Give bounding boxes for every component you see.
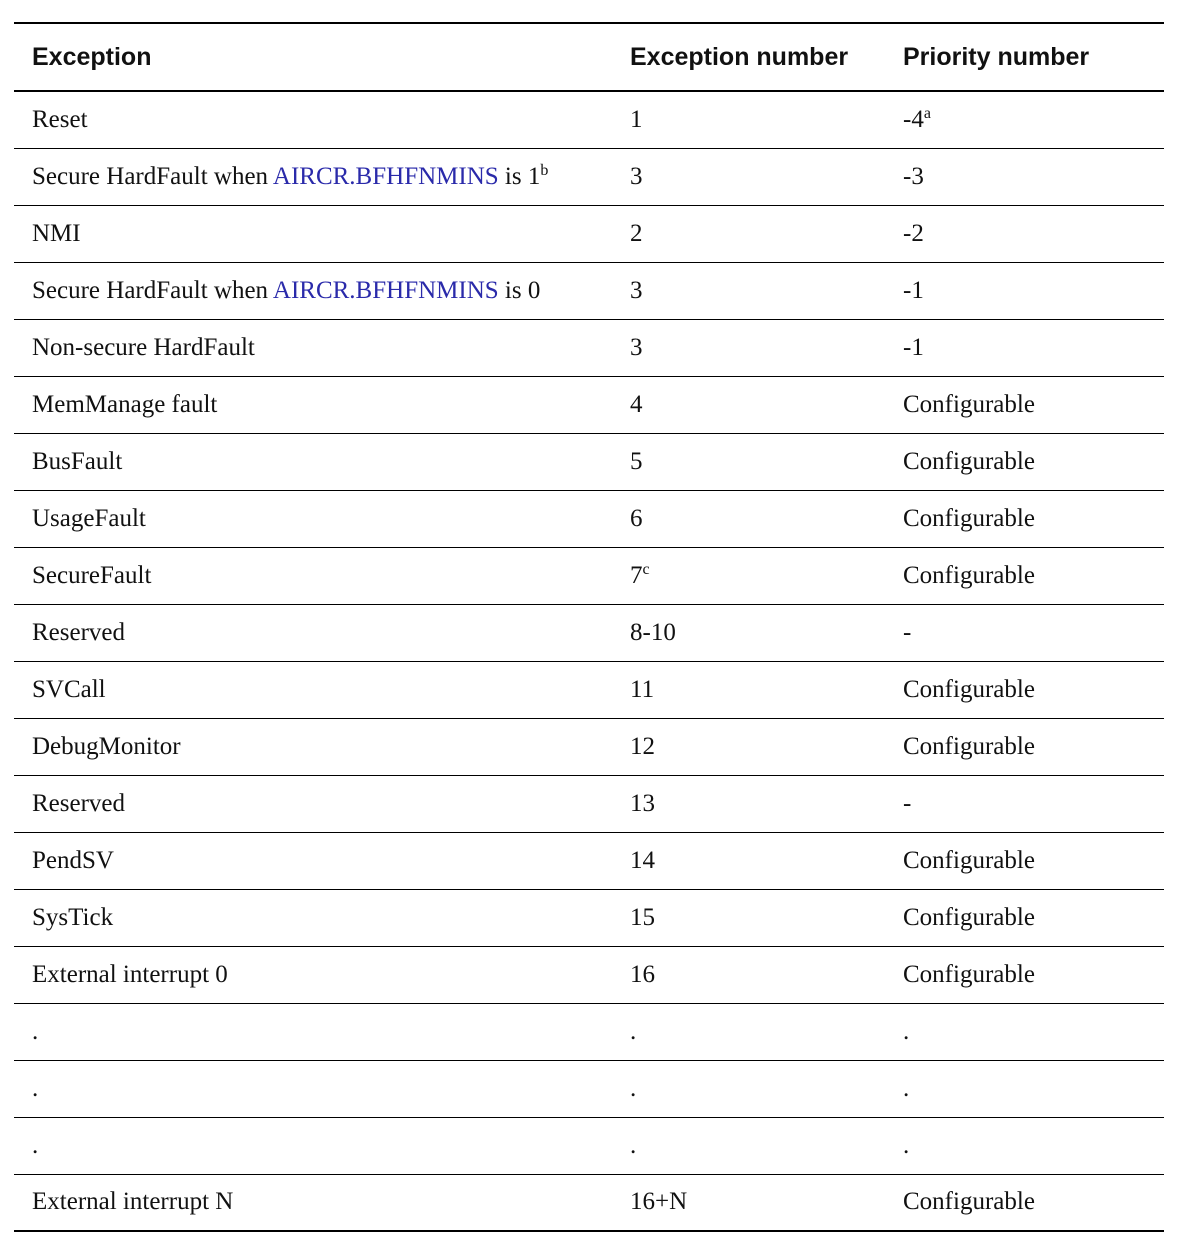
exception-number-cell: 11 — [612, 661, 885, 719]
exception-number-cell: 3 — [612, 319, 885, 377]
exception-number-cell: 5 — [612, 433, 885, 491]
priority-cell: Configurable — [885, 832, 1164, 890]
table-row: DebugMonitor 12 Configurable — [14, 718, 1164, 776]
aircr-bfhfnmins-link[interactable]: AIRCR.BFHFNMINS — [272, 276, 499, 304]
table-row: Non-secure HardFault 3 -1 — [14, 319, 1164, 377]
exception-number-cell: 13 — [612, 775, 885, 833]
exception-cell: . — [14, 1003, 612, 1061]
table-row: Reset 1 -4a — [14, 91, 1164, 149]
priority-cell: Configurable — [885, 946, 1164, 1004]
priority-cell: Configurable — [885, 547, 1164, 605]
exception-cell: Reserved — [14, 604, 612, 662]
exception-cell: . — [14, 1060, 612, 1118]
table-row: Reserved 13 - — [14, 775, 1164, 833]
exception-cell: Reset — [14, 91, 612, 149]
exception-number-cell: 1 — [612, 91, 885, 149]
priority-cell: . — [885, 1117, 1164, 1175]
header-exception: Exception — [14, 22, 612, 92]
exception-number-cell: 3 — [612, 262, 885, 320]
priority-cell: Configurable — [885, 661, 1164, 719]
table-row: SysTick 15 Configurable — [14, 889, 1164, 947]
exception-cell: BusFault — [14, 433, 612, 491]
priority-cell: -2 — [885, 205, 1164, 263]
priority-cell: . — [885, 1003, 1164, 1061]
priority-cell: Configurable — [885, 433, 1164, 491]
table-header-row: Exception Exception number Priority numb… — [14, 22, 1164, 92]
table-row: External interrupt N 16+N Configurable — [14, 1174, 1164, 1232]
exception-priority-table: Exception Exception number Priority numb… — [14, 22, 1164, 1232]
exception-cell: SVCall — [14, 661, 612, 719]
exception-cell: UsageFault — [14, 490, 612, 548]
table-row: . . . — [14, 1117, 1164, 1175]
table-row: PendSV 14 Configurable — [14, 832, 1164, 890]
exception-number-cell: 8-10 — [612, 604, 885, 662]
priority-cell: Configurable — [885, 376, 1164, 434]
footnote-marker: c — [642, 560, 650, 578]
exception-cell: MemManage fault — [14, 376, 612, 434]
exception-number-cell: 16+N — [612, 1174, 885, 1232]
exception-number-cell: 2 — [612, 205, 885, 263]
exception-number-cell: . — [612, 1060, 885, 1118]
table-row: Reserved 8-10 - — [14, 604, 1164, 662]
table-row: . . . — [14, 1003, 1164, 1061]
priority-cell: Configurable — [885, 718, 1164, 776]
priority-cell: - — [885, 775, 1164, 833]
table-row: Secure HardFault when AIRCR.BFHFNMINS is… — [14, 148, 1164, 206]
exception-number-cell: 7c — [612, 547, 885, 605]
exception-number-cell: 14 — [612, 832, 885, 890]
priority-cell: Configurable — [885, 1174, 1164, 1232]
exception-cell: NMI — [14, 205, 612, 263]
table-row: NMI 2 -2 — [14, 205, 1164, 263]
table-row: External interrupt 0 16 Configurable — [14, 946, 1164, 1004]
exception-cell: Secure HardFault when AIRCR.BFHFNMINS is… — [14, 148, 612, 206]
exception-number-cell: 15 — [612, 889, 885, 947]
exception-cell: DebugMonitor — [14, 718, 612, 776]
exception-number-cell: 12 — [612, 718, 885, 776]
priority-cell: -1 — [885, 262, 1164, 320]
table-row: SVCall 11 Configurable — [14, 661, 1164, 719]
priority-cell: . — [885, 1060, 1164, 1118]
header-priority-number: Priority number — [885, 22, 1164, 92]
table-row: UsageFault 6 Configurable — [14, 490, 1164, 548]
table-row: BusFault 5 Configurable — [14, 433, 1164, 491]
exception-number-cell: 6 — [612, 490, 885, 548]
exception-cell: PendSV — [14, 832, 612, 890]
priority-cell: Configurable — [885, 889, 1164, 947]
exception-number-cell: 4 — [612, 376, 885, 434]
exception-cell: External interrupt N — [14, 1174, 612, 1232]
exception-cell: Reserved — [14, 775, 612, 833]
priority-cell: -4a — [885, 91, 1164, 149]
table-row: Secure HardFault when AIRCR.BFHFNMINS is… — [14, 262, 1164, 320]
footnote-marker: a — [923, 104, 931, 122]
priority-cell: -1 — [885, 319, 1164, 377]
table-row: MemManage fault 4 Configurable — [14, 376, 1164, 434]
exception-number-cell: 3 — [612, 148, 885, 206]
exception-cell: External interrupt 0 — [14, 946, 612, 1004]
exception-number-cell: . — [612, 1003, 885, 1061]
exception-cell: Non-secure HardFault — [14, 319, 612, 377]
table-row: . . . — [14, 1060, 1164, 1118]
exception-number-cell: . — [612, 1117, 885, 1175]
aircr-bfhfnmins-link[interactable]: AIRCR.BFHFNMINS — [272, 162, 499, 190]
exception-cell: . — [14, 1117, 612, 1175]
footnote-marker: b — [540, 161, 549, 179]
priority-cell: - — [885, 604, 1164, 662]
exception-number-cell: 16 — [612, 946, 885, 1004]
exception-cell: Secure HardFault when AIRCR.BFHFNMINS is… — [14, 262, 612, 320]
exception-cell: SysTick — [14, 889, 612, 947]
priority-cell: Configurable — [885, 490, 1164, 548]
header-exception-number: Exception number — [612, 22, 885, 92]
exception-cell: SecureFault — [14, 547, 612, 605]
priority-cell: -3 — [885, 148, 1164, 206]
exception-priority-table-wrapper: Exception Exception number Priority numb… — [14, 22, 1164, 1232]
table-row: SecureFault 7c Configurable — [14, 547, 1164, 605]
